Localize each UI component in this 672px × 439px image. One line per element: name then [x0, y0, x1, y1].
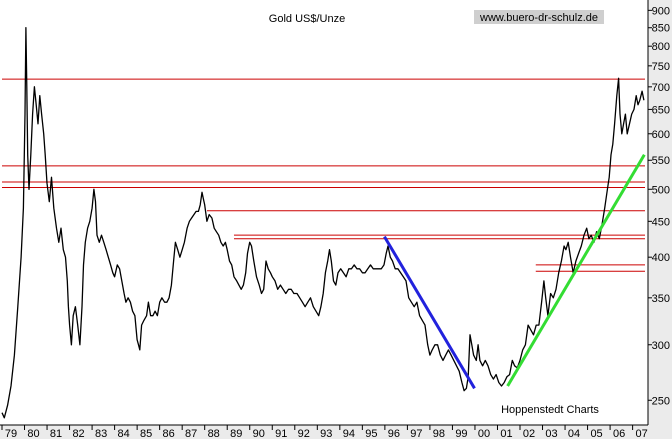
y-tick-label: 250: [652, 395, 670, 407]
x-tick-label: 94: [343, 428, 355, 439]
trendline: [506, 154, 646, 387]
x-tick-label: 04: [568, 428, 580, 439]
resistance-lines: [2, 78, 645, 272]
x-tick-label: 07: [635, 428, 647, 439]
x-tick-label: 03: [545, 428, 557, 439]
x-tick-label: 06: [613, 428, 625, 439]
x-tick-label: 01: [500, 428, 512, 439]
x-tick-label: 81: [50, 428, 62, 439]
y-tick-label: 300: [652, 340, 670, 352]
trendlines: [383, 154, 646, 390]
y-tick-label: 900: [652, 5, 670, 17]
x-tick-label: 84: [117, 428, 129, 439]
y-tick-label: 750: [652, 61, 670, 73]
y-tick-label: 700: [652, 82, 670, 94]
gold-price-line: [1, 27, 645, 419]
y-tick-label: 550: [652, 155, 670, 167]
x-tick-label: 92: [298, 428, 310, 439]
x-tick-label: 91: [275, 428, 287, 439]
y-tick-label: 800: [652, 41, 670, 53]
chart-title: Gold US$/Unze: [269, 13, 345, 25]
y-tick-label: 650: [652, 104, 670, 116]
watermark-box: [474, 10, 604, 24]
y-axis: 250 300 350 400 450 500 550 600 650 700 750 800 850 9…: [648, 5, 670, 407]
watermark-text: www.buero-dr-schulz.de: [479, 12, 598, 24]
y-axis-panel: [648, 0, 672, 439]
x-tick-label: 02: [523, 428, 535, 439]
y-tick-label: 450: [652, 216, 670, 228]
x-tick-label: 99: [455, 428, 467, 439]
x-tick-label: 00: [478, 428, 490, 439]
y-tick-label: 850: [652, 23, 670, 35]
x-tick-label: 79: [5, 428, 17, 439]
x-tick-label: 86: [163, 428, 175, 439]
x-tick-label: 85: [140, 428, 152, 439]
y-tick-label: 350: [652, 293, 670, 305]
x-tick-label: 05: [590, 428, 602, 439]
x-tick-label: 80: [27, 428, 39, 439]
x-tick-label: 98: [433, 428, 445, 439]
y-tick-label: 500: [652, 184, 670, 196]
x-tick-label: 87: [185, 428, 197, 439]
x-axis-panel: [0, 425, 672, 439]
x-tick-label: 95: [365, 428, 377, 439]
y-tick-label: 400: [652, 252, 670, 264]
x-tick-label: 83: [95, 428, 107, 439]
x-tick-label: 90: [253, 428, 265, 439]
x-tick-label: 96: [388, 428, 400, 439]
x-tick-label: 89: [230, 428, 242, 439]
y-tick-label: 600: [652, 129, 670, 141]
trendline: [383, 235, 476, 390]
x-tick-label: 88: [208, 428, 220, 439]
x-tick-label: 82: [72, 428, 84, 439]
x-axis: 79 80 81 82 83 84 85 86 87 88 89 90 91 92 93 94 95 96 97 98…: [1, 425, 648, 439]
x-tick-label: 97: [410, 428, 422, 439]
price-series: [1, 27, 645, 419]
x-tick-label: 93: [320, 428, 332, 439]
source-label: Hoppenstedt Charts: [501, 404, 599, 416]
